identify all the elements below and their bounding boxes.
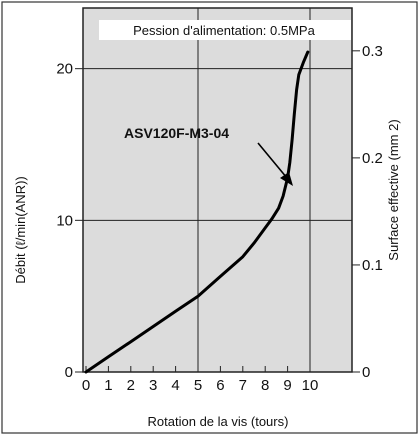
arrow-head bbox=[280, 172, 293, 186]
x-tick-label-2: 2 bbox=[127, 377, 135, 394]
x-axis-label: Rotation de la vis (tours) bbox=[148, 414, 289, 429]
x-tick-label-5: 5 bbox=[194, 377, 202, 394]
y2-tick-label-0.1: 0.1 bbox=[362, 257, 383, 274]
y-axis-label: Débit (ℓ/min(ANR)) bbox=[13, 176, 28, 284]
x-tick-label-10: 10 bbox=[302, 377, 319, 394]
x-tick-label-0: 0 bbox=[82, 377, 90, 394]
y2-axis-label: Surface effective (mm 2) bbox=[386, 119, 401, 260]
y2-axis-ticks: 0 0.1 0.2 0.3 bbox=[352, 43, 383, 381]
x-tick-label-8: 8 bbox=[261, 377, 269, 394]
x-tick-label-6: 6 bbox=[216, 377, 224, 394]
series-line-asv120f bbox=[84, 50, 310, 374]
series-label-arrow bbox=[257, 142, 288, 179]
x-axis-ticks: 0 1 2 3 4 5 6 7 8 9 10 bbox=[82, 366, 319, 394]
x-tick-label-7: 7 bbox=[239, 377, 247, 394]
y2-tick-label-0.3: 0.3 bbox=[362, 43, 383, 60]
y2-tick-label-0.2: 0.2 bbox=[362, 150, 383, 167]
y2-tick-label-0: 0 bbox=[362, 364, 370, 381]
pressure-annotation: Pession d'alimentation: 0.5MPa bbox=[133, 23, 315, 38]
x-tick-label-4: 4 bbox=[171, 377, 179, 394]
x-tick-label-3: 3 bbox=[149, 377, 157, 394]
y-tick-label-0: 0 bbox=[65, 364, 73, 381]
series-label: ASV120F-M3-04 bbox=[124, 125, 229, 141]
annotation-background bbox=[99, 20, 351, 40]
y-tick-label-10: 10 bbox=[56, 212, 73, 229]
plot-area bbox=[82, 7, 353, 373]
x-tick-label-9: 9 bbox=[283, 377, 291, 394]
grid-lines bbox=[83, 8, 352, 372]
y-tick-label-20: 20 bbox=[56, 61, 73, 78]
y-axis-ticks: 0 10 20 bbox=[56, 61, 83, 381]
x-tick-label-1: 1 bbox=[104, 377, 112, 394]
